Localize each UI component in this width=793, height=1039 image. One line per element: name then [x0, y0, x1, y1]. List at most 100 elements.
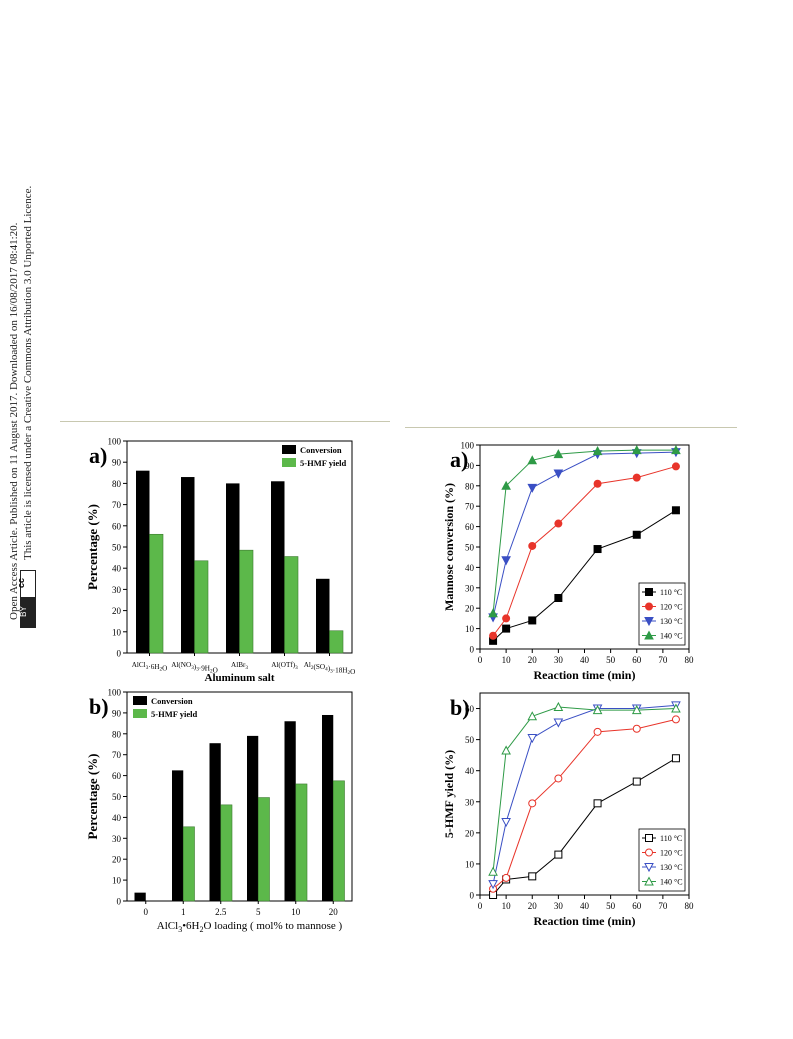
legend-label: 5-HMF yield: [151, 709, 197, 719]
point-marker: [527, 734, 538, 744]
bar-conversion: [271, 481, 285, 653]
x-tick-label: 50: [606, 655, 616, 665]
y-tick-label: 60: [112, 521, 122, 531]
y-tick-label: 40: [465, 563, 475, 573]
bar-yield: [149, 533, 164, 654]
chart-bar-b: 0 10 20 30 40 50 60 70 80 90 100 0 1 2.5 5 10 20 Percenta…: [85, 688, 353, 934]
bar-conversion: [181, 477, 195, 653]
point-marker: [632, 724, 641, 733]
x-tick-label: Al2(SO4)3·18H2O: [304, 661, 356, 676]
point-marker: [593, 545, 602, 554]
point-marker: [632, 530, 641, 539]
x-tick-label: 80: [685, 655, 695, 665]
y-tick-label: 90: [465, 461, 475, 471]
legend-label: 110 °C: [660, 588, 682, 597]
point-marker: [489, 631, 498, 640]
x-tick-label: Al(NO3)3·9H2O: [171, 661, 218, 674]
point-marker: [592, 705, 603, 715]
legend-label: Conversion: [300, 445, 342, 455]
bar-yield: [284, 556, 299, 654]
legend: Conversion 5-HMF yield: [282, 445, 346, 468]
point-marker: [644, 617, 654, 627]
point-marker: [631, 445, 642, 455]
point-marker: [553, 469, 564, 479]
y-tick-label: 90: [112, 458, 122, 468]
y-tick-label: 10: [112, 627, 122, 637]
y-tick-label: 0: [470, 645, 475, 655]
point-marker: [528, 872, 537, 881]
y-tick-label: 0: [470, 891, 475, 901]
x-tick-label: 20: [329, 907, 339, 917]
bar-conversion: [172, 770, 184, 901]
point-marker: [593, 799, 602, 808]
point-marker: [488, 608, 498, 618]
point-marker: [645, 602, 653, 611]
legend-label: 120 °C: [660, 603, 683, 612]
y-tick-label: 10: [465, 624, 475, 634]
point-marker: [553, 449, 564, 459]
x-tick-label: 2.5: [215, 907, 227, 917]
x-tick-label: 80: [685, 901, 695, 911]
legend-box: [638, 582, 686, 646]
x-tick-label: 0: [478, 901, 483, 911]
x-tick-label: Al(OTf)3: [271, 661, 298, 671]
y-tick-label: 40: [465, 766, 475, 776]
y-tick-label: 40: [112, 813, 122, 823]
chart-line-b: 0 10 20 30 40 50 60 0 10 20 30 40 50 60 70 80 5-HMF yiel…: [442, 692, 695, 928]
y-axis-label: Percentage (%): [85, 504, 100, 590]
point-marker: [644, 630, 654, 640]
bar-yield: [329, 630, 344, 654]
legend-swatch: [133, 696, 147, 705]
point-marker: [593, 727, 602, 736]
y-tick-label: 50: [465, 735, 475, 745]
x-axis-label: Aluminum salt: [205, 672, 275, 684]
y-tick-label: 70: [112, 500, 122, 510]
point-marker: [671, 703, 681, 713]
y-tick-label: 80: [112, 479, 122, 489]
point-marker: [631, 705, 642, 715]
point-marker: [502, 614, 511, 623]
y-tick-label: 80: [112, 729, 122, 739]
x-axis-label: Reaction time (min): [534, 914, 636, 928]
legend-label: 120 °C: [660, 849, 683, 858]
y-axis-label: 5-HMF yield (%): [442, 750, 456, 838]
y-tick-label: 70: [465, 502, 475, 512]
legend-label: Conversion: [151, 696, 193, 706]
y-tick-label: 0: [117, 649, 122, 659]
legend-label: 110 °C: [660, 834, 682, 843]
x-axis-label: Reaction time (min): [534, 668, 636, 682]
point-marker: [553, 701, 564, 711]
legend-swatch: [282, 445, 296, 454]
point-marker: [488, 866, 498, 876]
y-tick-label: 50: [112, 543, 122, 553]
legend-label: 140 °C: [660, 878, 683, 887]
bar-conversion: [247, 735, 259, 901]
legend-label: 130 °C: [660, 863, 683, 872]
y-tick-label: 70: [112, 750, 122, 760]
point-marker: [632, 473, 641, 482]
point-marker: [554, 594, 563, 602]
y-tick-label: 20: [112, 606, 122, 616]
y-tick-label: 20: [112, 855, 122, 865]
x-tick-label: 70: [658, 901, 668, 911]
legend: 110 °C 120 °C 130 °C 140 °C: [638, 582, 686, 646]
cc-by-badge[interactable]: cc BY: [16, 570, 36, 628]
x-tick-label: 5: [256, 907, 261, 917]
point-marker: [488, 880, 498, 890]
x-tick-label: 30: [554, 901, 564, 911]
y-tick-label: 10: [112, 876, 122, 886]
plot-frame: [126, 691, 353, 902]
chart-bar-a: 0 10 20 30 40 50 60 70 80 90 100 AlCl3·6H2O Al(NO3)3…: [85, 437, 355, 685]
x-tick-label: 0: [478, 655, 483, 665]
panel-label: b): [450, 695, 470, 720]
point-marker: [527, 455, 538, 465]
x-tick-label: 60: [632, 901, 642, 911]
bar-yield: [295, 783, 308, 902]
point-marker: [645, 848, 653, 857]
bar-conversion: [136, 470, 150, 653]
point-marker: [553, 718, 564, 728]
y-tick-label: 40: [112, 564, 122, 574]
legend-label: 5-HMF yield: [300, 458, 346, 468]
x-tick-label: 40: [580, 901, 590, 911]
